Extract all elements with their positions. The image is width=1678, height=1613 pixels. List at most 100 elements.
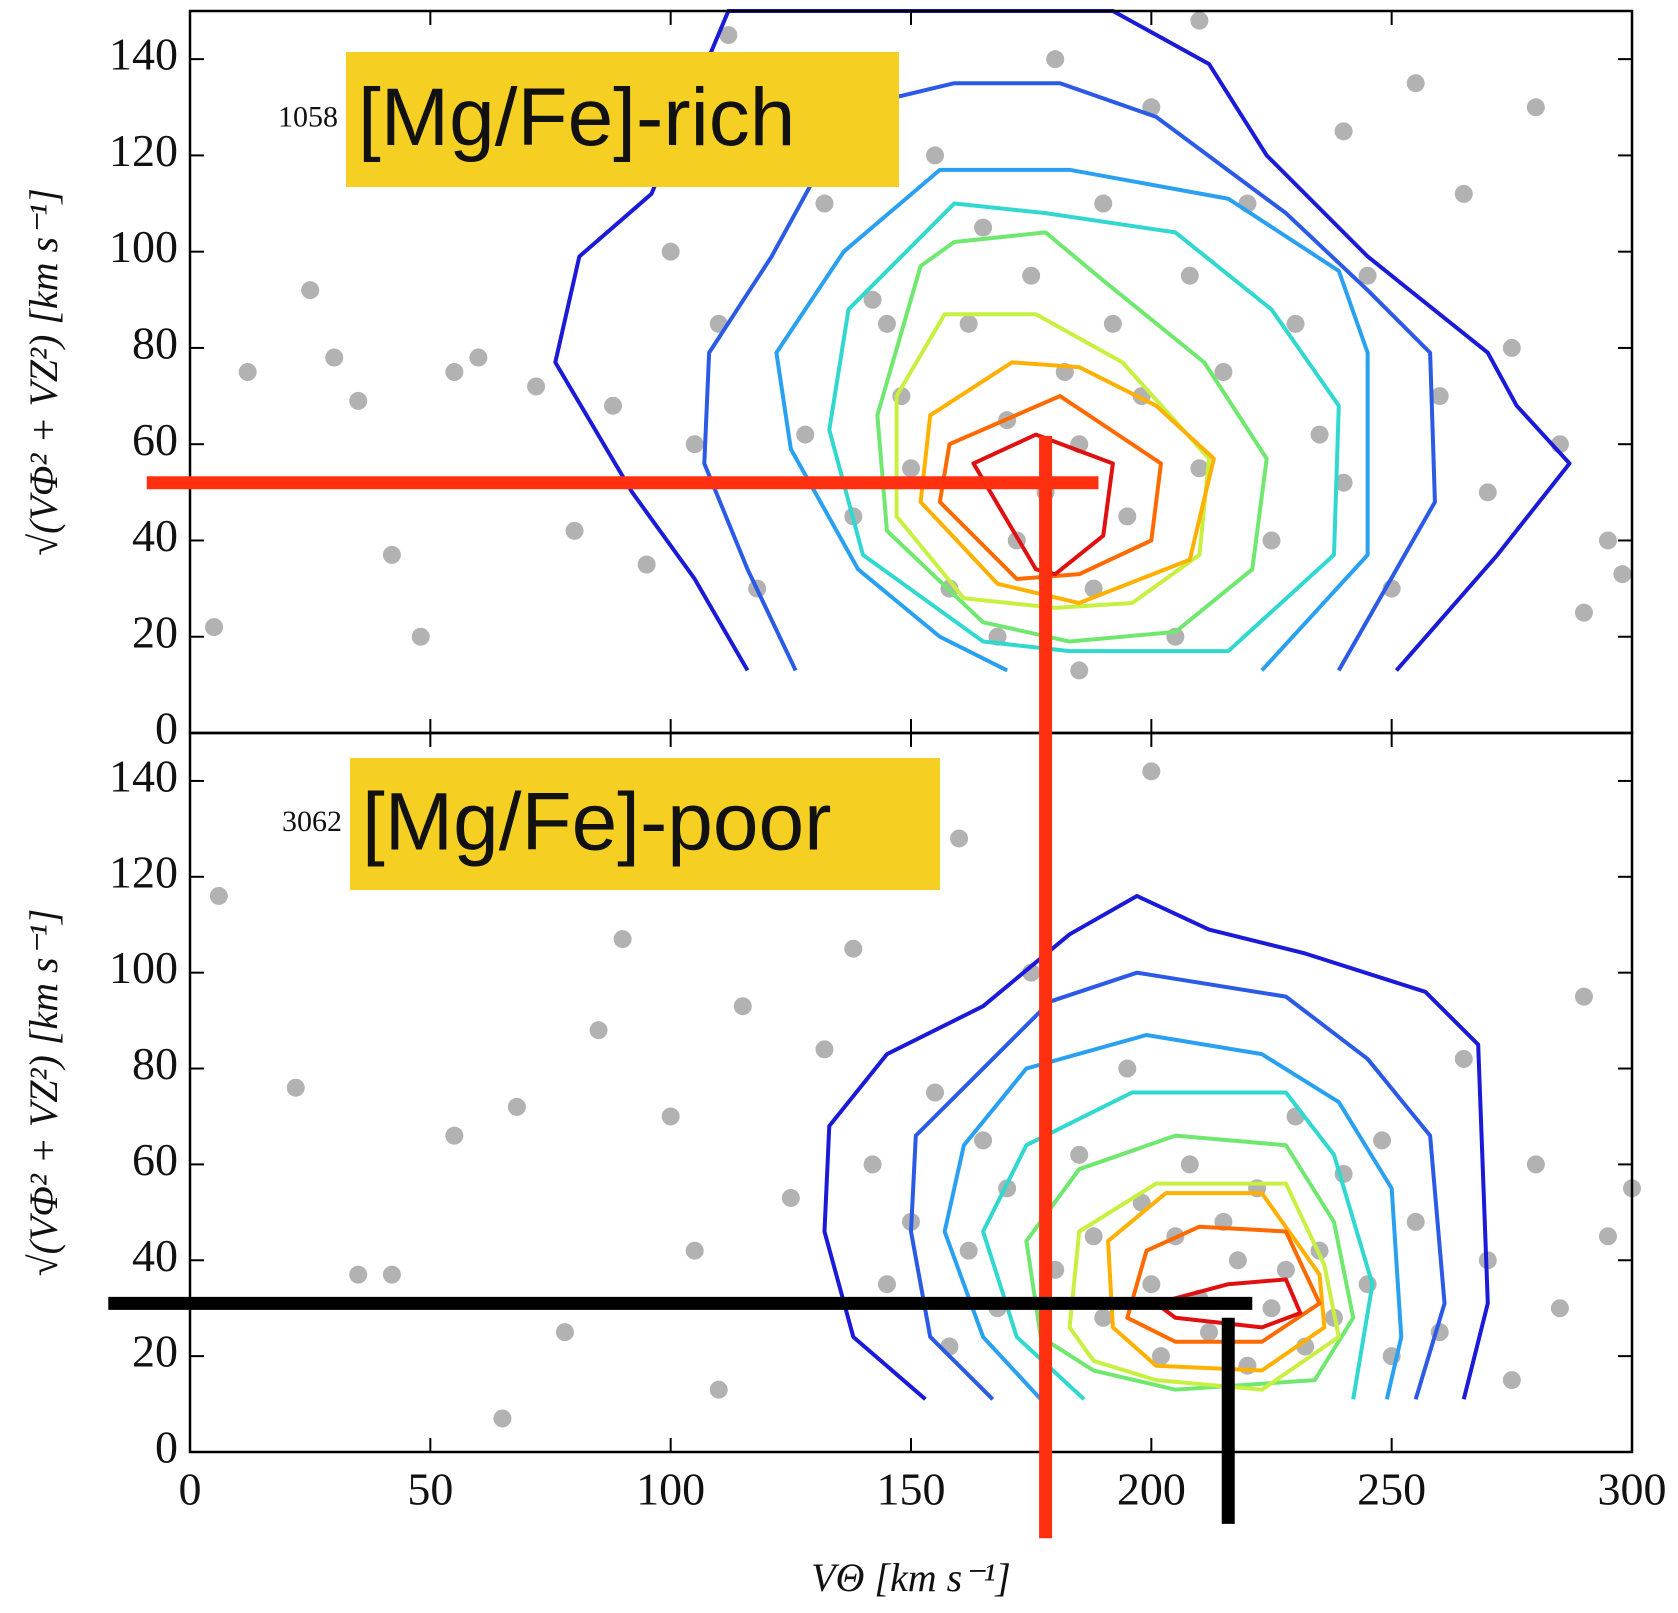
scatter-point — [940, 1337, 959, 1356]
scatter-point — [349, 391, 368, 410]
x-tick-label: 300 — [1598, 1464, 1667, 1515]
contour — [553, 9, 1572, 672]
y-tick-label: 60 — [132, 414, 178, 465]
scatter-point — [301, 281, 320, 300]
scatter-point — [1118, 1059, 1137, 1078]
scatter-point — [1094, 194, 1113, 213]
contour — [822, 893, 1490, 1401]
scatter-point — [555, 1323, 574, 1342]
scatter-point — [1118, 507, 1137, 526]
scatter-point — [974, 218, 993, 237]
scatter-point — [1022, 266, 1041, 285]
scatter-point — [1103, 314, 1122, 333]
scatter-point — [445, 363, 464, 381]
scatter-point — [950, 829, 969, 848]
scatter-point — [959, 314, 978, 333]
contour — [894, 312, 1212, 610]
scatter-point — [238, 363, 257, 381]
x-tick-label: 100 — [636, 1464, 705, 1515]
scatter-point — [1454, 1049, 1473, 1068]
x-tick-label: 200 — [1117, 1464, 1186, 1515]
contour — [937, 394, 1163, 581]
scatter-point — [589, 1021, 608, 1040]
scatter-point — [1214, 363, 1233, 381]
x-axis-label: VΘ [km s⁻¹] — [811, 1555, 1011, 1600]
scatter-point — [1190, 459, 1209, 478]
scatter-point — [1574, 987, 1593, 1006]
scatter-point — [1190, 11, 1209, 30]
scatter-point — [1526, 98, 1545, 117]
scatter-point — [1598, 1227, 1617, 1246]
title-box — [350, 758, 940, 890]
scatter-point — [1502, 338, 1521, 357]
scatter-point — [1502, 1371, 1521, 1390]
scatter-point — [565, 521, 584, 540]
scatter-point — [685, 435, 704, 454]
y-tick-label: 100 — [109, 942, 178, 993]
scatter-point — [1310, 425, 1329, 444]
scatter-point — [1613, 565, 1632, 584]
scatter-point — [863, 290, 882, 309]
x-tick-label: 150 — [877, 1464, 946, 1515]
y-tick-label: 40 — [132, 1230, 178, 1281]
scatter-point — [1406, 74, 1425, 93]
scatter-point — [1142, 762, 1161, 781]
scatter-point — [637, 555, 656, 574]
scatter-point — [1276, 1260, 1295, 1279]
y-tick-label: 140 — [109, 29, 178, 80]
scatter-point — [325, 348, 344, 367]
scatter-point — [877, 314, 896, 333]
y-tick-label: 140 — [109, 750, 178, 801]
scatter-point — [1574, 603, 1593, 622]
scatter-point — [685, 1241, 704, 1260]
contour — [1154, 1277, 1303, 1330]
star-count: 3062 — [282, 805, 342, 838]
scatter-point — [815, 194, 834, 213]
y-tick-label: 20 — [132, 606, 178, 657]
scatter-point — [349, 1265, 368, 1284]
scatter-point — [1406, 1212, 1425, 1231]
scatter-point — [603, 396, 622, 415]
scatter-point — [1358, 266, 1377, 285]
y-tick-label: 80 — [132, 317, 178, 368]
scatter-point — [1430, 387, 1449, 406]
contour — [971, 432, 1115, 577]
scatter-point — [1151, 1347, 1170, 1366]
scatter-point — [902, 459, 920, 478]
contour — [827, 201, 1341, 654]
scatter-point — [1084, 579, 1103, 598]
scatter-point — [1526, 1155, 1545, 1174]
contour — [909, 970, 1447, 1401]
scatter-point — [1046, 50, 1065, 69]
scatter-point — [1286, 314, 1305, 333]
contour — [1067, 1181, 1341, 1392]
scatter-point — [781, 1188, 800, 1207]
scatter-point — [613, 930, 632, 949]
scatter-point — [209, 886, 228, 905]
y-tick-label: 120 — [109, 125, 178, 176]
y-axis-label: √(VΦ² + VZ²) [km s⁻¹] — [21, 188, 66, 556]
scatter-point — [1094, 1308, 1113, 1327]
panel-title: [Mg/Fe]-rich — [358, 72, 795, 163]
scatter-point — [1334, 122, 1353, 141]
scatter-point — [507, 1097, 526, 1116]
scatter-point — [863, 1155, 882, 1174]
contour — [1024, 1133, 1356, 1392]
contour — [875, 230, 1269, 644]
scatter-point — [1373, 1131, 1392, 1150]
scatter-point — [796, 425, 815, 444]
scatter-point — [1454, 184, 1473, 203]
scatter-point — [1180, 1155, 1199, 1174]
star-count: 1058 — [278, 100, 338, 133]
scatter-point — [733, 997, 752, 1016]
y-tick-label: 20 — [132, 1326, 178, 1377]
scatter-point — [382, 545, 401, 564]
scatter-point — [959, 1241, 978, 1260]
scatter-point — [661, 1107, 680, 1126]
scatter-point — [844, 939, 863, 958]
scatter-point — [661, 242, 680, 261]
scatter-point — [1262, 1299, 1281, 1318]
scatter-point — [1084, 1227, 1103, 1246]
contour — [774, 167, 1370, 673]
scatter-point — [205, 618, 224, 637]
